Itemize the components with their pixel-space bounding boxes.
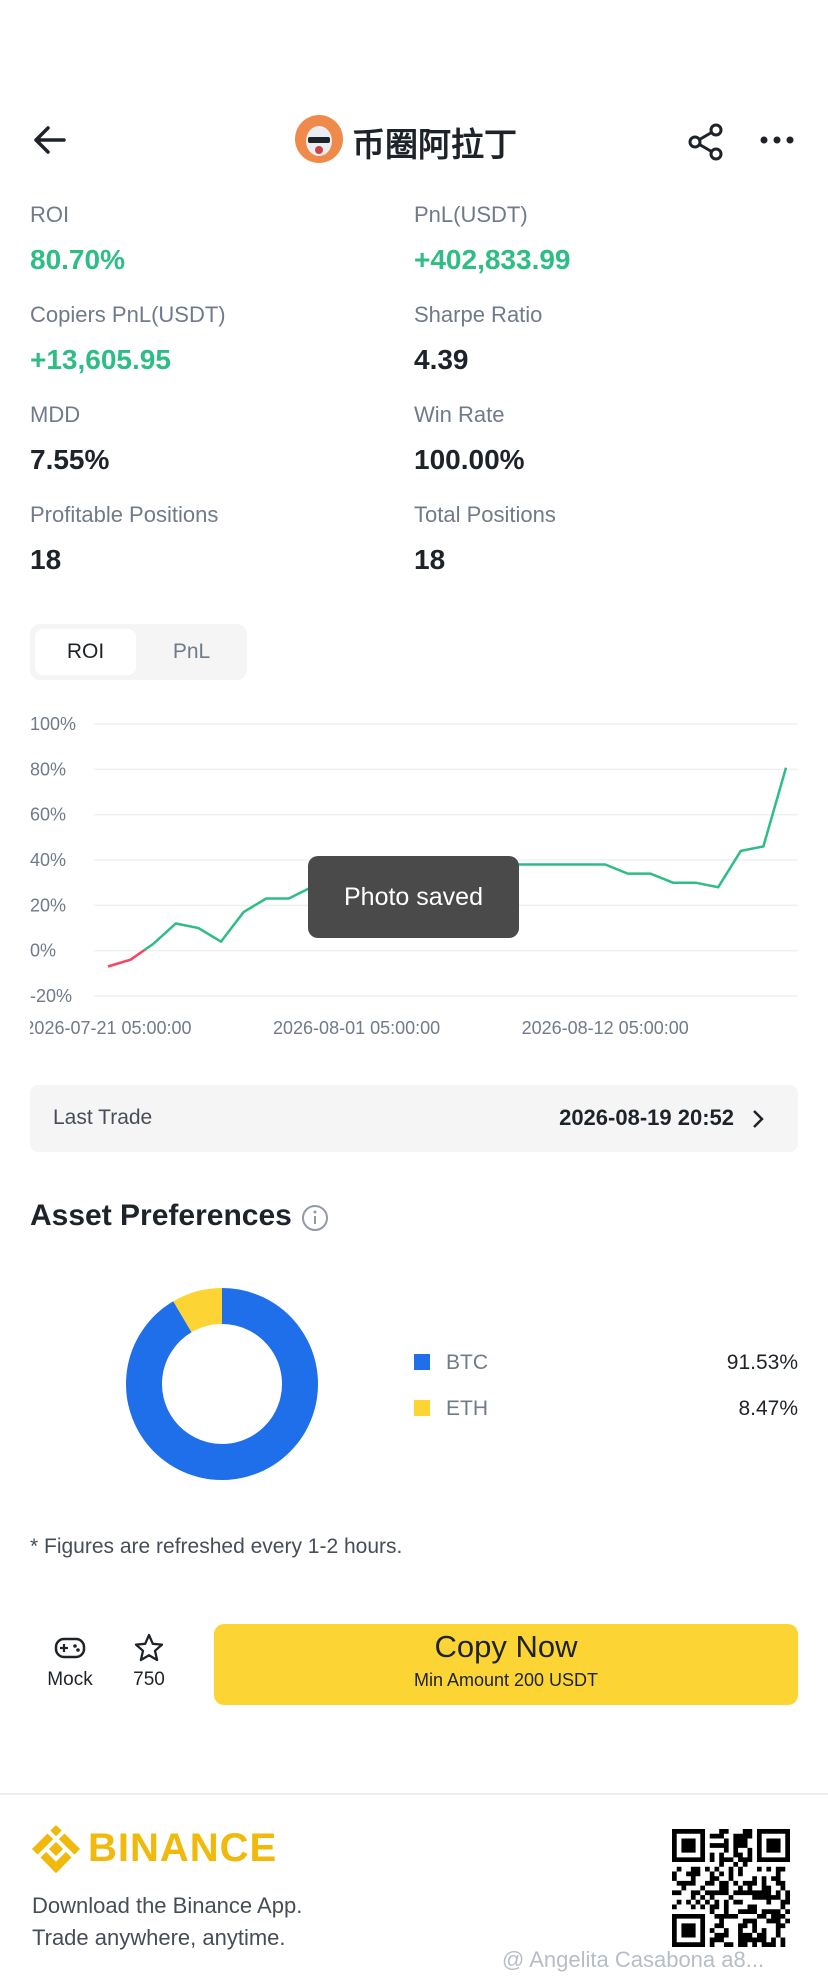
share-button[interactable] <box>686 122 726 162</box>
last-trade-time: 2026-08-19 20:52 <box>559 1105 734 1130</box>
y-tick-label: 0% <box>30 941 56 961</box>
stat-value: 18 <box>414 544 446 575</box>
back-button[interactable] <box>30 120 70 160</box>
stat-value: +402,833.99 <box>414 244 571 275</box>
y-tick-label: 100% <box>30 714 76 734</box>
stat-label: Total Positions <box>414 502 556 527</box>
stat-value: 7.55% <box>30 444 110 475</box>
legend-value: 91.53% <box>727 1351 798 1374</box>
chevron <box>753 1110 764 1128</box>
stat-label: Win Rate <box>414 402 505 427</box>
legend-label: BTC <box>446 1351 488 1374</box>
x-tick-label: 2026-08-01 05:00:00 <box>273 1018 440 1038</box>
stat-label: Sharpe Ratio <box>414 302 543 327</box>
stat-value: 4.39 <box>414 344 469 375</box>
legend-label: ETH <box>446 1397 488 1420</box>
footer-line: Download the Binance App. <box>32 1893 303 1918</box>
last-trade-label: Last Trade <box>53 1106 153 1129</box>
y-tick-label: 60% <box>30 805 66 825</box>
qr-code <box>672 1829 790 1947</box>
stat-label: PnL(USDT) <box>414 202 528 227</box>
stat-label: ROI <box>30 202 70 227</box>
star-icon[interactable] <box>134 1633 164 1663</box>
copy-button[interactable] <box>214 1624 798 1705</box>
avatar <box>295 115 343 163</box>
y-tick-label: 20% <box>30 895 66 915</box>
y-tick-label: 40% <box>30 850 66 870</box>
section-title: Asset Preferences <box>30 1199 292 1232</box>
trader-name: 币圈阿拉丁 <box>352 126 517 163</box>
last-trade-row[interactable] <box>30 1085 798 1152</box>
x-tick-label: 2026-07-21 05:00:00 <box>24 1018 191 1038</box>
watermark: @ Angelita Casabona a8... <box>502 1947 765 1972</box>
y-tick-label: 80% <box>30 759 66 779</box>
separator <box>0 1793 828 1795</box>
asset-chart: BTC 91.53% ETH 8.47% <box>126 1288 798 1480</box>
y-tick-label: -20% <box>30 986 72 1006</box>
more-button[interactable] <box>758 130 798 150</box>
footer-line: Trade anywhere, anytime. <box>32 1925 286 1950</box>
copy-button-label[interactable]: Copy Now <box>434 1629 578 1664</box>
donut-segment <box>126 1288 318 1480</box>
info-icon[interactable] <box>300 1203 330 1233</box>
mock-label[interactable]: Mock <box>47 1669 93 1690</box>
x-tick-label: 2026-08-12 05:00:00 <box>522 1018 689 1038</box>
legend-value: 8.47% <box>738 1397 798 1420</box>
favorite-count: 750 <box>133 1669 165 1690</box>
stat-value: 80.70% <box>30 244 125 275</box>
mock-icon[interactable] <box>54 1634 86 1662</box>
toast: Photo saved <box>308 856 519 938</box>
stat-label: Profitable Positions <box>30 502 219 527</box>
binance-logo <box>31 1824 81 1874</box>
stat-label: Copiers PnL(USDT) <box>30 302 226 327</box>
stat-value: +13,605.95 <box>30 344 171 375</box>
brand: BINANCE <box>88 1826 278 1870</box>
qr-modules <box>672 1829 790 1947</box>
donut-segment <box>173 1288 223 1333</box>
tab[interactable]: PnL <box>172 640 211 663</box>
footnote: * Figures are refreshed every 1-2 hours. <box>30 1535 403 1558</box>
stat-value: 18 <box>30 544 62 575</box>
tab-active[interactable]: ROI <box>35 629 136 675</box>
copy-button-sub: Min Amount 200 USDT <box>413 1670 599 1690</box>
legend-swatch <box>414 1400 430 1416</box>
legend-swatch <box>414 1354 430 1370</box>
stat-value: 100.00% <box>414 444 525 475</box>
stat-label: MDD <box>30 402 81 427</box>
